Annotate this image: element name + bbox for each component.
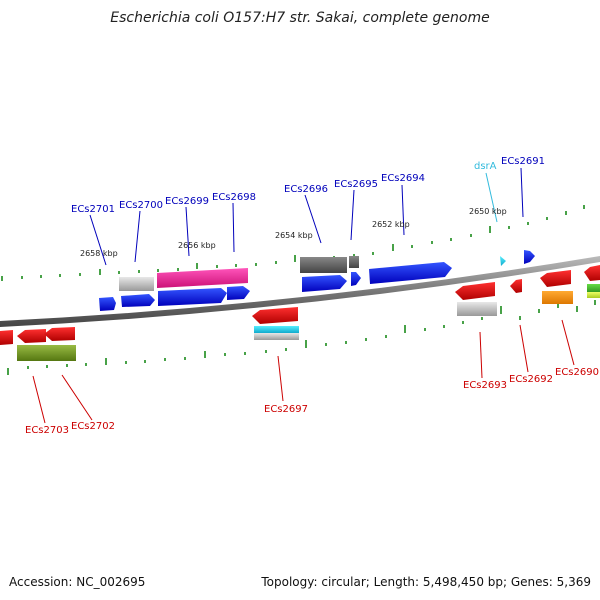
map-title: Escherichia coli O157:H7 str. Sakai, com… [110, 10, 490, 26]
gene-label: ECs2700 [119, 200, 163, 211]
gene-ECs2695 [351, 272, 361, 286]
gene-ECs2690-feature [542, 291, 573, 304]
gene-ECs2700 [121, 294, 155, 307]
gene-ECs2699 [157, 268, 248, 288]
gene-ECs2691 [524, 250, 535, 264]
gene-ECs2698 [227, 286, 250, 300]
gene-ECs2693 [455, 282, 495, 300]
gene-ECs2694 [369, 262, 452, 284]
gene-ECs2699-cds [158, 288, 227, 306]
gene-label: ECs2690 [555, 367, 599, 378]
reverse-gene-labels: ECs2703 ECs2702 ECs2697 ECs2693 ECs2692 … [25, 367, 599, 436]
gene-label-dsrA: dsrA [474, 161, 497, 172]
gene-right-edge-lime [587, 292, 600, 298]
gene-label: ECs2698 [212, 192, 256, 203]
gene-ECs2692 [510, 279, 522, 293]
gene-label: ECs2699 [165, 196, 209, 207]
gene-label: ECs2693 [463, 380, 507, 391]
scale-label: 2650 kbp [469, 207, 507, 216]
forward-gene-labels: ECs2701 ECs2700 ECs2699 ECs2698 ECs2696 … [71, 156, 545, 215]
gene-ECs2700-feature [119, 277, 154, 291]
gene-label: ECs2703 [25, 425, 69, 436]
scale-label: 2654 kbp [275, 231, 313, 240]
gene-ECs2697-feature-a [254, 326, 299, 333]
gene-label: ECs2694 [381, 173, 425, 184]
gene-label: ECs2691 [501, 156, 545, 167]
gene-ECs2702-feature [17, 345, 76, 361]
gene-label: ECs2696 [284, 184, 328, 195]
gene-ECs2701 [99, 297, 116, 311]
dsrA-label-line [485, 172, 498, 223]
forward-label-lines [89, 167, 524, 266]
scale-labels: 2658 kbp 2656 kbp 2654 kbp 2652 kbp 2650… [80, 207, 507, 258]
gene-right-edge [584, 265, 600, 281]
gene-ECs2695-feature [349, 256, 359, 268]
upper-scale [1, 205, 585, 281]
gene-ECs2703 [17, 329, 46, 343]
accession-label: Accession: NC_002695 [9, 575, 146, 589]
genome-backbone [0, 256, 600, 327]
gene-ECs2693-feature [457, 302, 497, 316]
reverse-label-lines [32, 319, 575, 424]
gene-label: ECs2695 [334, 179, 378, 190]
gene-label: ECs2697 [264, 404, 308, 415]
lower-scale [7, 300, 596, 375]
gene-left-edge [0, 330, 13, 345]
reverse-features [0, 265, 600, 361]
gene-ECs2697-feature-b [254, 333, 299, 340]
gene-ECs2702 [44, 327, 75, 341]
gene-right-edge-green [587, 284, 600, 292]
gene-ECs2697 [252, 307, 298, 324]
gene-label: ECs2701 [71, 204, 115, 215]
scale-label: 2658 kbp [80, 249, 118, 258]
gene-ECs2690 [540, 270, 571, 287]
scale-label: 2652 kbp [372, 220, 410, 229]
genome-summary: Topology: circular; Length: 5,498,450 bp… [261, 575, 591, 589]
forward-features [99, 250, 535, 311]
scale-label: 2656 kbp [178, 241, 216, 250]
gene-label: ECs2692 [509, 374, 553, 385]
gene-dsrA [500, 256, 506, 266]
gene-ECs2696-feature [300, 257, 347, 273]
gene-label: ECs2702 [71, 421, 115, 432]
gene-ECs2696 [302, 275, 347, 292]
